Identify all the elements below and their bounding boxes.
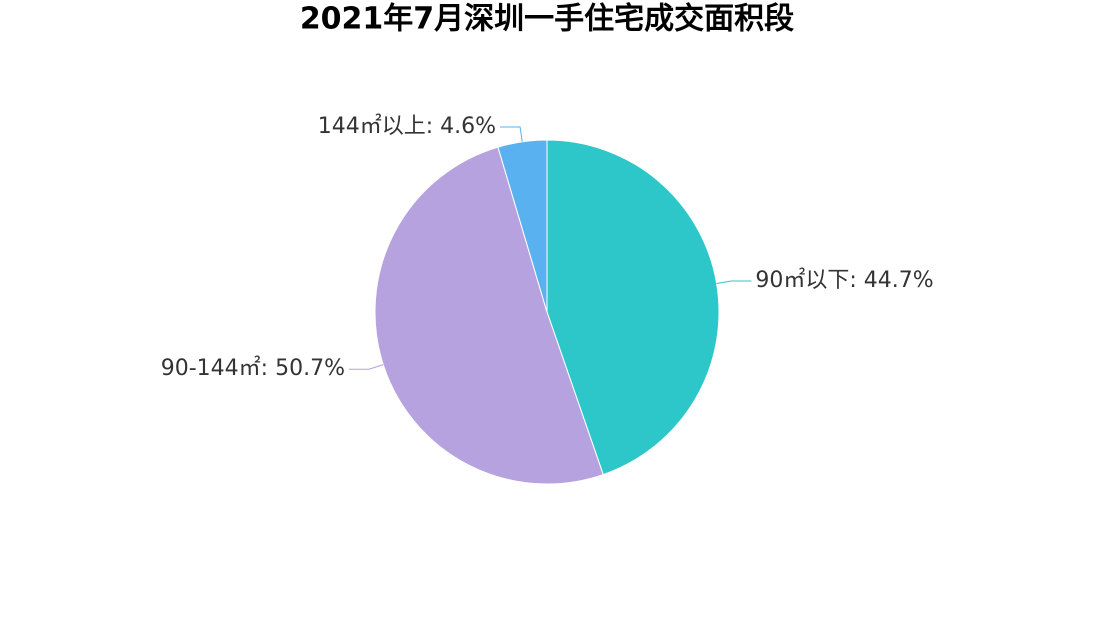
slice-label: 90-144㎡: 50.7% <box>161 355 345 381</box>
slice-label: 90㎡以下: 44.7% <box>755 267 933 293</box>
slice-label: 144㎡以上: 4.6% <box>318 113 496 139</box>
pie-slice <box>374 146 604 485</box>
pie-slice <box>546 139 720 476</box>
leader-line <box>500 126 523 142</box>
leader-line <box>348 364 384 370</box>
pie-slice <box>497 139 548 313</box>
chart-title: 2021年7月深圳一手住宅成交面积段 <box>300 2 794 37</box>
leader-line <box>716 280 752 284</box>
